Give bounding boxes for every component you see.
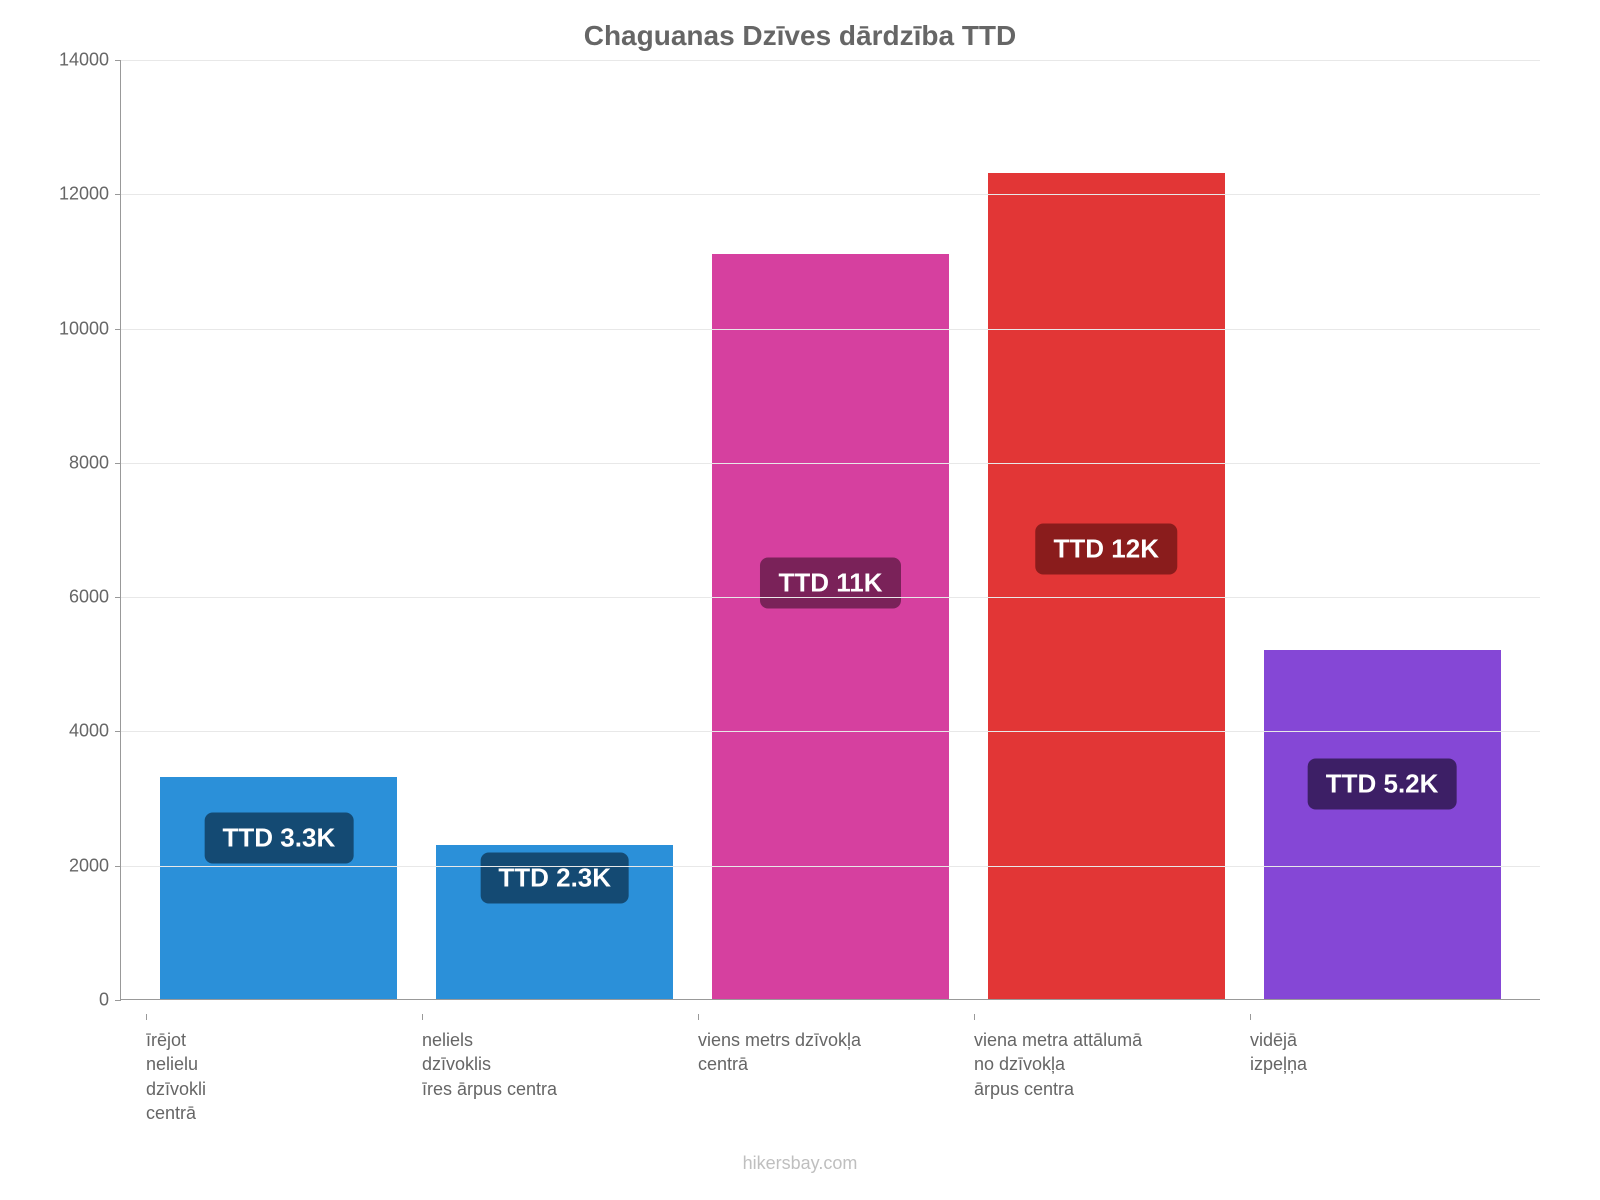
bar-slot: TTD 3.3K bbox=[141, 60, 417, 999]
bar-value-badge: TTD 3.3K bbox=[205, 812, 354, 863]
y-tick-label: 0 bbox=[99, 990, 121, 1011]
x-label-slot: viena metra attālumā no dzīvokļa ārpus c… bbox=[968, 1014, 1244, 1125]
grid-line bbox=[121, 329, 1540, 330]
bar: TTD 5.2K bbox=[1264, 650, 1501, 999]
x-axis-label: neliels dzīvoklis īres ārpus centra bbox=[422, 1028, 678, 1101]
y-tick-label: 8000 bbox=[69, 452, 121, 473]
y-tick-label: 4000 bbox=[69, 721, 121, 742]
y-tick-label: 2000 bbox=[69, 855, 121, 876]
x-axis-labels: īrējot nelielu dzīvokli centrā neliels dz… bbox=[120, 1000, 1540, 1125]
grid-line bbox=[121, 866, 1540, 867]
grid-line bbox=[121, 731, 1540, 732]
x-label-slot: neliels dzīvoklis īres ārpus centra bbox=[416, 1014, 692, 1125]
bar-slot: TTD 5.2K bbox=[1244, 60, 1520, 999]
bar-value-badge: TTD 2.3K bbox=[480, 853, 629, 904]
y-tick-label: 10000 bbox=[59, 318, 121, 339]
chart-footer: hikersbay.com bbox=[40, 1153, 1560, 1174]
x-label-slot: vidējā izpeļņa bbox=[1244, 1014, 1520, 1125]
bar: TTD 2.3K bbox=[436, 845, 673, 999]
bars-row: TTD 3.3K TTD 2.3K TTD 11K TTD 12K TTD 5.2K bbox=[121, 60, 1540, 999]
bar-value-badge: TTD 5.2K bbox=[1308, 759, 1457, 810]
y-tick-label: 12000 bbox=[59, 184, 121, 205]
x-axis-label: viens metrs dzīvokļa centrā bbox=[698, 1028, 954, 1077]
cost-of-living-chart: Chaguanas Dzīves dārdzība TTD TTD 3.3KTT… bbox=[40, 20, 1560, 1180]
x-tick-mark bbox=[146, 1014, 147, 1020]
plot-area: TTD 3.3KTTD 2.3KTTD 11KTTD 12KTTD 5.2K 0… bbox=[120, 60, 1540, 1000]
x-tick-mark bbox=[698, 1014, 699, 1020]
bar-value-badge: TTD 11K bbox=[760, 557, 900, 608]
x-tick-mark bbox=[422, 1014, 423, 1020]
bar-value-badge: TTD 12K bbox=[1036, 524, 1177, 575]
grid-line bbox=[121, 60, 1540, 61]
grid-line bbox=[121, 194, 1540, 195]
bar-slot: TTD 11K bbox=[693, 60, 969, 999]
y-tick-label: 6000 bbox=[69, 587, 121, 608]
grid-line bbox=[121, 463, 1540, 464]
x-axis-label: viena metra attālumā no dzīvokļa ārpus c… bbox=[974, 1028, 1230, 1101]
chart-title: Chaguanas Dzīves dārdzība TTD bbox=[40, 20, 1560, 52]
x-label-slot: īrējot nelielu dzīvokli centrā bbox=[140, 1014, 416, 1125]
bar: TTD 3.3K bbox=[160, 777, 397, 999]
y-tick-label: 14000 bbox=[59, 50, 121, 71]
x-tick-mark bbox=[974, 1014, 975, 1020]
bar-slot: TTD 2.3K bbox=[417, 60, 693, 999]
x-label-slot: viens metrs dzīvokļa centrā bbox=[692, 1014, 968, 1125]
bar-slot: TTD 12K bbox=[968, 60, 1244, 999]
bar: TTD 12K bbox=[988, 173, 1225, 999]
x-axis-label: īrējot nelielu dzīvokli centrā bbox=[146, 1028, 402, 1125]
bar: TTD 11K bbox=[712, 254, 949, 999]
grid-line bbox=[121, 597, 1540, 598]
x-axis-label: vidējā izpeļņa bbox=[1250, 1028, 1506, 1077]
x-tick-mark bbox=[1250, 1014, 1251, 1020]
